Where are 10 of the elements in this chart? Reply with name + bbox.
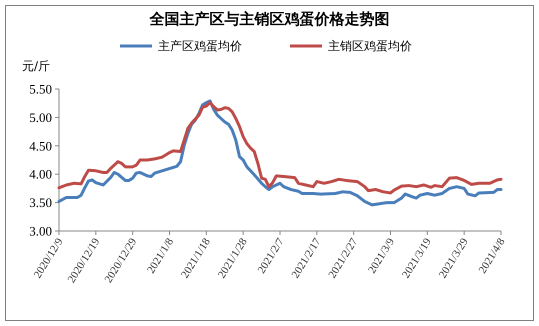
y-tick-label: 5.50 — [29, 82, 52, 96]
y-tick-label: 4.00 — [29, 166, 52, 182]
y-tick-label: 5.00 — [29, 110, 52, 125]
y-tick-label: 3.50 — [29, 195, 52, 210]
legend-label: 主产区鸡蛋均价 — [158, 39, 242, 53]
y-tick-label: 3.00 — [29, 224, 52, 238]
y-tick-label: 4.50 — [29, 138, 52, 154]
y-axis-title: 元/斤 — [22, 59, 50, 73]
chart-title: 全国主产区与主销区鸡蛋价格走势图 — [148, 10, 390, 28]
legend-label: 主销区鸡蛋均价 — [328, 39, 412, 53]
